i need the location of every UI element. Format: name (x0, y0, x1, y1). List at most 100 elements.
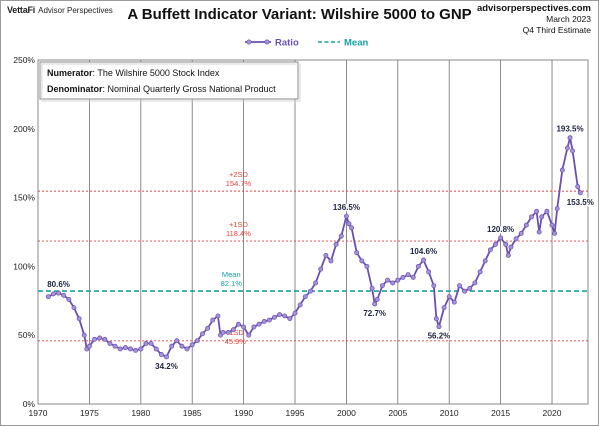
ratio-point (45, 294, 51, 300)
data-label: 104.6% (410, 247, 437, 256)
ratio-point (236, 321, 241, 327)
note-denominator-key: Denominator (47, 84, 103, 94)
ratio-point (472, 280, 478, 286)
ratio-point (194, 338, 200, 344)
ratio-point (369, 285, 375, 291)
x-tick-label: 1980 (131, 408, 150, 418)
ref-label-value: 45.9% (225, 337, 247, 346)
ratio-point (359, 258, 365, 264)
ratio-point (564, 145, 570, 151)
x-tick-label: 2000 (337, 408, 356, 418)
ratio-point (302, 294, 308, 300)
y-tick-label: 250% (13, 55, 35, 65)
ratio-point (446, 294, 452, 300)
ratio-point (292, 310, 298, 316)
data-label: 120.8% (487, 225, 514, 234)
note-numerator-key: Numerator (47, 68, 93, 78)
ratio-point (282, 313, 288, 319)
ratio-point (441, 305, 447, 311)
ratio-point (431, 283, 437, 289)
ratio-point (534, 208, 540, 214)
ratio-point (539, 214, 545, 220)
site-url[interactable]: advisorperspectives.com (476, 3, 591, 14)
note-box: Numerator: The Wilshire 5000 Stock Index… (39, 61, 301, 102)
ratio-point (323, 252, 329, 258)
ratio-point (225, 329, 231, 335)
ratio-point (251, 324, 257, 330)
ratio-point (107, 341, 113, 346)
ratio-point (567, 135, 573, 141)
ratio-series (45, 135, 583, 360)
ratio-point (230, 327, 236, 333)
ratio-point (153, 346, 159, 352)
ratio-point (410, 274, 416, 280)
x-tick-label: 1990 (234, 408, 253, 418)
ratio-point (210, 317, 216, 323)
ref-label-name: +1SD (229, 220, 249, 229)
x-tick-label: 1985 (183, 408, 202, 418)
ratio-point (426, 269, 432, 275)
ratio-point (138, 346, 144, 352)
ratio-point (552, 230, 558, 236)
ratio-point (169, 343, 175, 349)
ratio-point (385, 277, 390, 283)
ratio-point (372, 301, 378, 307)
ratio-point (86, 343, 92, 349)
ratio-point (374, 296, 380, 302)
ref-label-value: 82.1% (221, 279, 243, 288)
ratio-point (577, 190, 583, 196)
x-tick-label: 2010 (440, 408, 459, 418)
brand-subtitle: Advisor Perspectives (38, 6, 113, 15)
ratio-point (76, 316, 82, 322)
note-box-shadow (41, 63, 301, 102)
ratio-point (158, 352, 164, 357)
data-label: 56.2% (428, 332, 451, 341)
x-tick-label: 1975 (80, 408, 99, 418)
ratio-point (117, 346, 123, 352)
ratio-point (128, 346, 133, 352)
ratio-point (184, 346, 190, 352)
x-tick-label: 1995 (286, 408, 305, 418)
ratio-point (477, 269, 483, 275)
y-tick-label: 100% (13, 261, 35, 271)
legend: Ratio Mean (245, 38, 368, 49)
note-numerator-value: : The Wilshire 5000 Stock Index (93, 68, 220, 78)
ratio-point (328, 258, 334, 264)
ratio-point (307, 288, 313, 294)
ratio-point (61, 292, 67, 298)
ratio-point (400, 274, 406, 280)
ratio-point (271, 314, 277, 320)
ratio-point (174, 338, 180, 344)
ref-label-name: Mean (222, 270, 241, 279)
ratio-point (482, 258, 488, 264)
ratio-point (287, 316, 293, 322)
ratio-point (277, 312, 283, 318)
data-label: 72.7% (363, 309, 386, 318)
axes: 1970 1975 1980 1985 1990 1995 2000 2005 2010 2015… (13, 55, 561, 418)
ratio-point (256, 321, 262, 327)
ratio-point (92, 336, 97, 342)
ratio-point (544, 208, 550, 214)
ratio-point (81, 332, 87, 338)
legend-ratio-marker (246, 39, 252, 45)
ratio-point (405, 272, 411, 278)
ratio-point (467, 285, 473, 291)
ratio-point (436, 324, 442, 330)
x-tick-label: 2005 (388, 408, 407, 418)
ratio-point (415, 263, 421, 269)
x-tick-label: 1970 (29, 408, 48, 418)
estimate-label: Q4 Third Estimate (522, 25, 591, 35)
y-tick-label: 200% (13, 124, 35, 134)
ratio-point (554, 206, 560, 212)
ratio-point (338, 233, 344, 239)
ratio-point (66, 296, 72, 302)
ratio-point (71, 305, 77, 311)
vettafi-logo: VettaFi Advisor Perspectives (7, 5, 113, 15)
ratio-point (457, 283, 462, 289)
ratio-point (343, 213, 349, 219)
chart-title: A Buffett Indicator Variant: Wilshire 50… (127, 6, 472, 23)
ratio-point (266, 317, 272, 323)
ratio-point (559, 167, 565, 173)
ratio-point (421, 257, 426, 263)
ratio-point (164, 354, 169, 360)
